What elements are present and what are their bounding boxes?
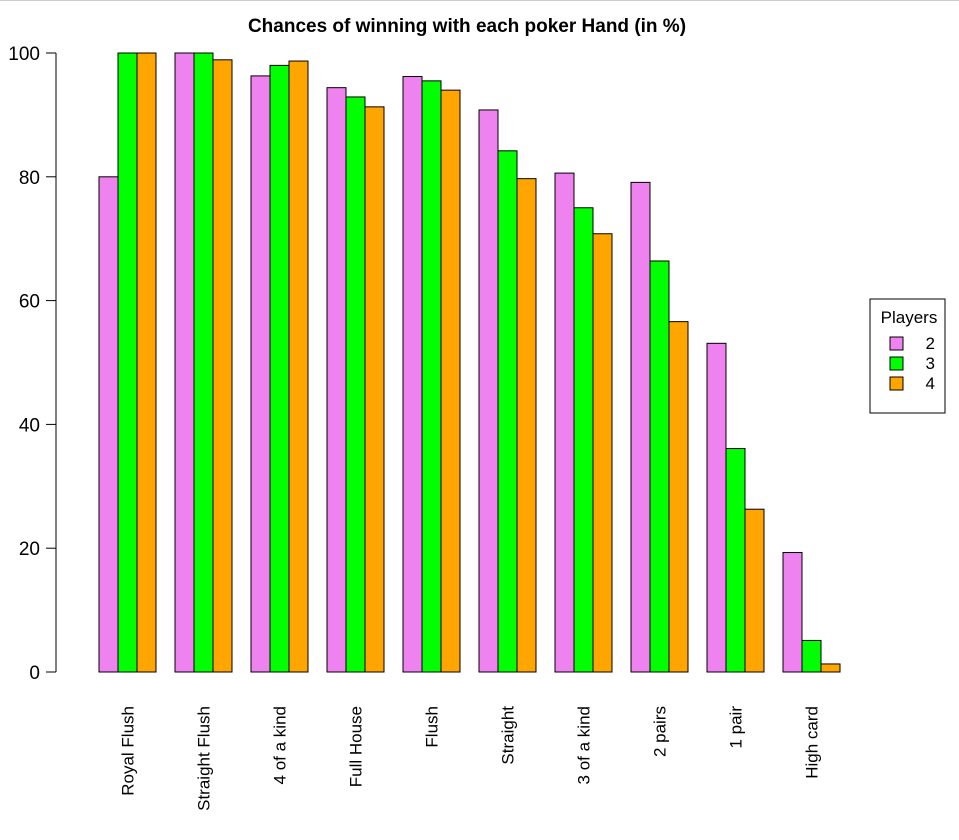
chart-title: Chances of winning with each poker Hand … xyxy=(248,16,686,37)
category-label: Flush xyxy=(423,706,442,748)
legend-swatch xyxy=(889,376,904,391)
bar xyxy=(725,448,746,673)
bar xyxy=(364,106,385,673)
bar xyxy=(649,260,670,673)
bar xyxy=(668,321,689,673)
legend-label: 2 xyxy=(926,334,935,353)
bar xyxy=(478,109,499,673)
bar xyxy=(136,52,157,673)
legend-title: Players xyxy=(881,308,938,327)
legend-label: 3 xyxy=(926,354,935,373)
y-tick-label: 60 xyxy=(19,292,40,313)
category-label: 3 of a kind xyxy=(575,706,594,784)
bar xyxy=(174,52,195,673)
legend-swatch xyxy=(889,336,904,351)
y-tick-label: 80 xyxy=(19,168,40,189)
bar xyxy=(250,75,271,673)
y-tick-label: 20 xyxy=(19,539,40,560)
legend-swatch xyxy=(889,356,904,371)
bar xyxy=(630,181,651,673)
bar xyxy=(421,80,442,673)
bar xyxy=(98,176,119,673)
bar xyxy=(573,207,594,673)
y-axis: 0 20 40 60 80 100 xyxy=(8,44,57,684)
category-label: Straight Flush xyxy=(195,706,214,811)
category-label: High card xyxy=(803,706,822,779)
y-tick-label: 100 xyxy=(8,44,40,65)
bar xyxy=(326,87,347,673)
bar xyxy=(269,64,290,673)
bar xyxy=(801,639,822,673)
bar xyxy=(744,508,765,673)
legend-box xyxy=(869,298,946,414)
legend-label: 4 xyxy=(926,374,935,393)
bar xyxy=(782,552,803,673)
bars xyxy=(98,52,841,673)
bar xyxy=(820,663,841,673)
y-tick-label: 0 xyxy=(29,663,40,684)
bar xyxy=(440,89,461,673)
category-label: 1 pair xyxy=(727,706,746,749)
bar xyxy=(193,52,214,673)
bar xyxy=(497,150,518,673)
category-label: Full House xyxy=(347,706,366,787)
bar xyxy=(212,59,233,673)
category-label: 2 pairs xyxy=(651,706,670,757)
bar xyxy=(345,96,366,673)
category-labels: Royal Flush Straight Flush 4 of a kind Full… xyxy=(119,706,822,811)
bar xyxy=(592,233,613,673)
category-label: Royal Flush xyxy=(119,706,138,796)
legend-items: 234 xyxy=(889,334,935,393)
bar xyxy=(516,178,537,673)
legend: Players 234 xyxy=(869,298,946,414)
bar xyxy=(554,172,575,673)
bar xyxy=(706,342,727,673)
bar xyxy=(402,76,423,673)
category-label: Straight xyxy=(499,706,518,765)
bar xyxy=(117,52,138,673)
category-label: 4 of a kind xyxy=(271,706,290,784)
bar xyxy=(288,60,309,673)
y-tick-label: 40 xyxy=(19,415,40,436)
